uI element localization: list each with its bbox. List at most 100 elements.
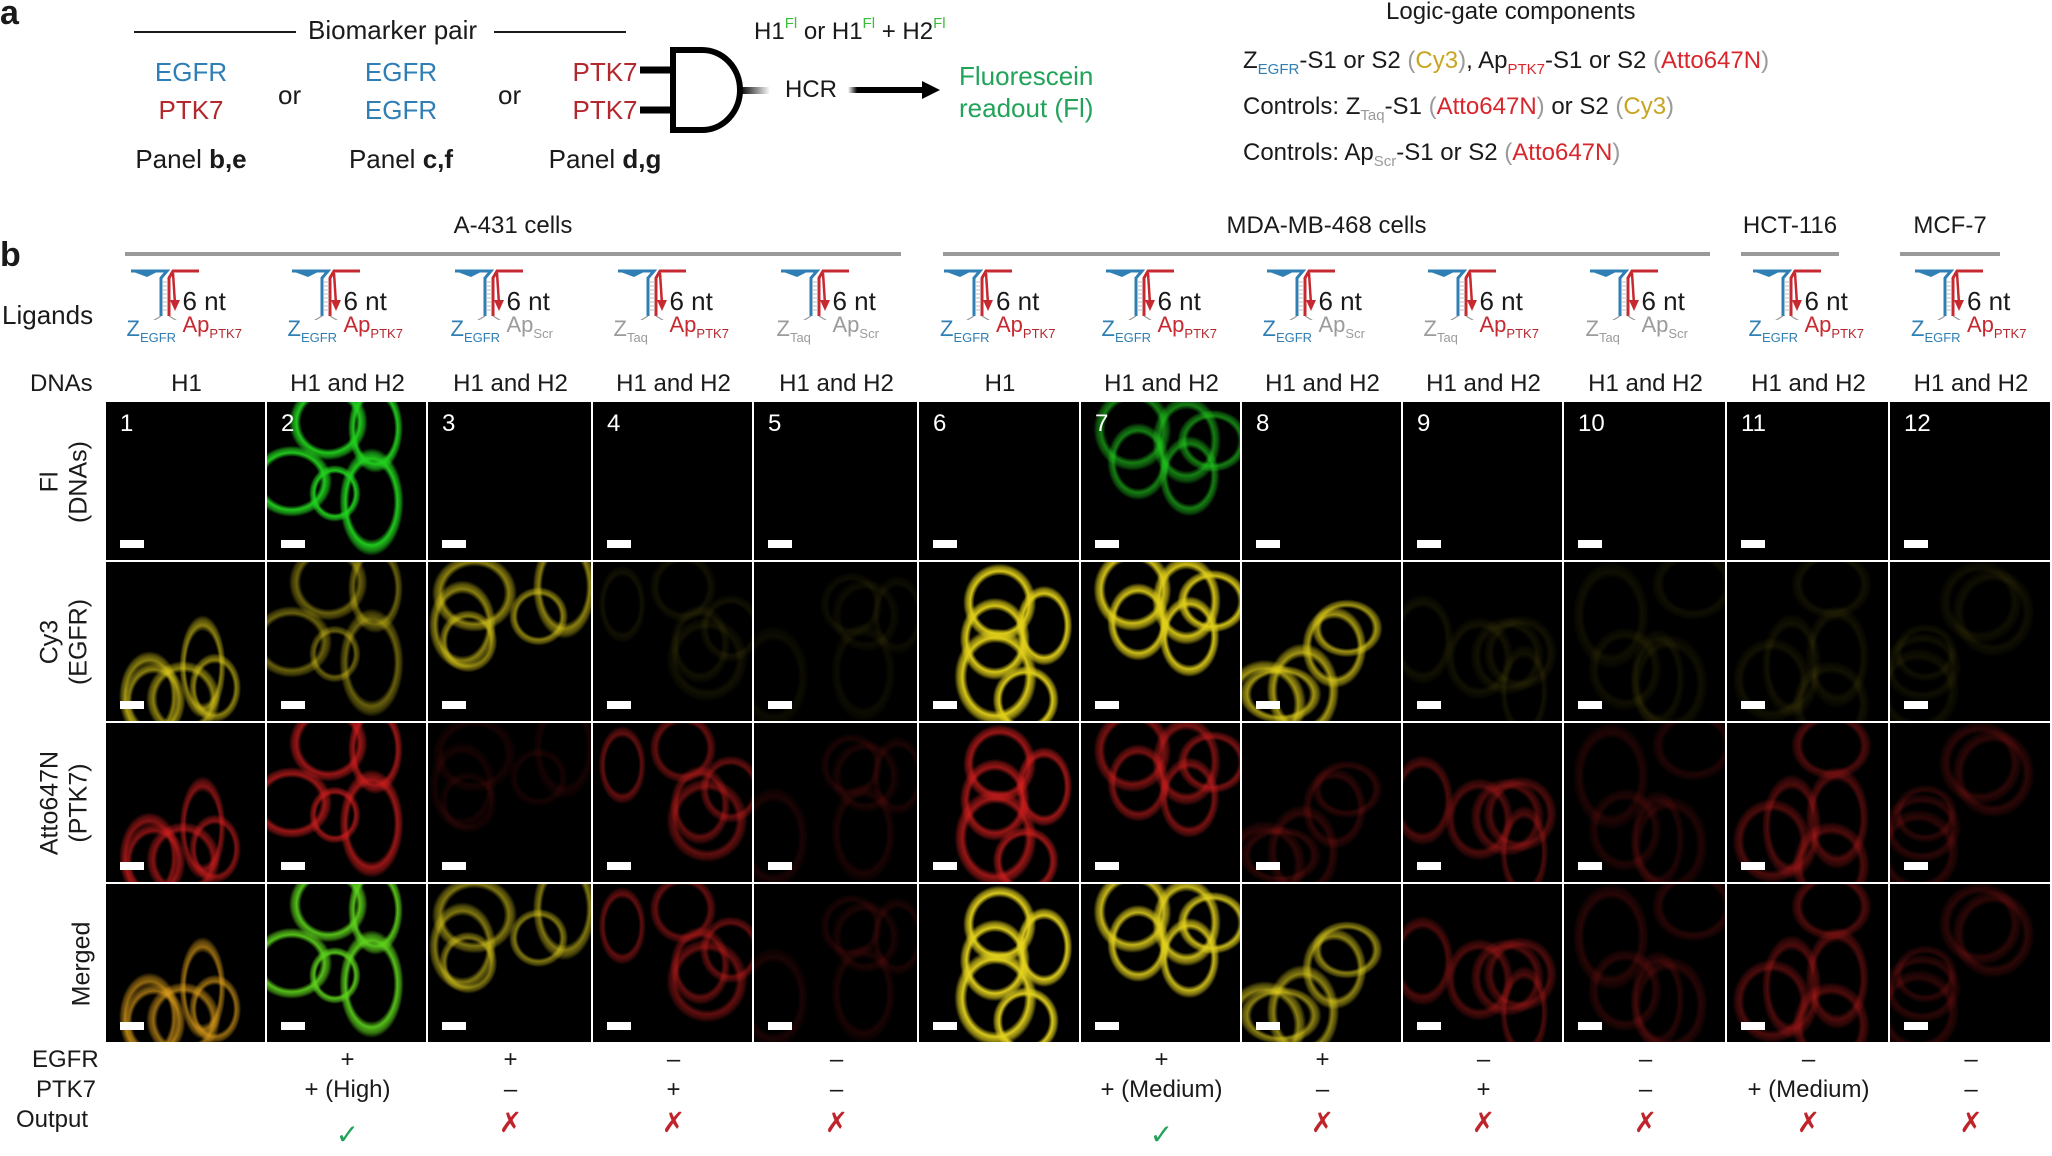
row-label-dnas: DNAs [30,370,93,397]
scale-bar [1256,862,1280,870]
cross-icon: ✗ [1471,1107,1496,1138]
ligand-construct: 6 nt ZTaq ApScr [1586,268,1716,348]
pair2-panel-ref: Panel c,f [348,144,454,174]
cross-icon: ✗ [1633,1107,1658,1138]
egfr-status: – [1638,1046,1653,1073]
pair2-top-marker: EGFR [364,57,438,87]
image-cy3-col-12 [1890,562,2050,721]
ligand-construct: 6 nt ZEGFR ApPTK7 [288,268,418,348]
cross-icon: ✗ [1796,1107,1821,1138]
ligand-dna-duplex-icon [944,269,1012,320]
ligand-dna-duplex-icon [1589,269,1658,320]
dna-hairpin-label: H1 and H2 [616,370,731,397]
image-column-number: 10 [1578,410,1605,437]
aptamer-ligand-label: ApScr [832,312,879,341]
biomarker-title-rule-right [494,31,626,33]
scale-bar [1578,540,1602,548]
image-atto-col-1 [106,723,265,882]
egfr-status: + [340,1046,355,1073]
ligand-construct: 6 nt ZTaq ApPTK7 [1424,268,1554,348]
component-line-1: ZEGFR-S1 or S2 (Cy3), ApPTK7-S1 or S2 (A… [1243,47,1770,78]
image-merged-col-11 [1727,884,1888,1042]
scale-bar [281,540,305,548]
ligand-dna-duplex-icon [1752,269,1821,320]
ligand-dna-duplex-icon [1915,269,1983,320]
scale-bar [1417,540,1441,548]
image-fl-col-3: 3 [428,402,591,560]
image-cy3-col-1 [106,562,265,721]
z-ligand-label: ZEGFR [1748,316,1799,345]
ptk7-status: – [1638,1076,1653,1103]
scale-bar [768,862,792,870]
scale-bar [120,862,144,870]
scale-bar [1741,1022,1765,1030]
readout-line2: readout (Fl) [959,93,1094,123]
hcr-label: HCR [785,76,837,103]
dna-hairpin-label: H1 and H2 [1426,370,1541,397]
row-label-fl: Fl (DNAs) [35,441,92,523]
image-column-number: 12 [1904,410,1931,437]
image-fl-col-5: 5 [754,402,917,560]
component-line-3: Controls: ApScr-S1 or S2 (Atto647N) [1243,139,1621,170]
scale-bar [1741,540,1765,548]
image-fl-col-9: 9 [1403,402,1562,560]
scale-bar [607,540,631,548]
image-atto-col-9 [1403,723,1562,882]
ligand-dna-duplex-icon [291,269,360,320]
ligand-construct: 6 nt ZEGFR ApScr [1263,268,1393,348]
egfr-status: – [1476,1046,1491,1073]
image-merged-col-5 [754,884,917,1042]
dna-hairpin-label: H1 and H2 [779,370,894,397]
row-label-merged: Merged [67,921,96,1007]
cross-icon: ✗ [1310,1107,1335,1138]
check-icon: ✓ [335,1119,360,1150]
egfr-status: + [503,1046,518,1073]
image-fl-col-7: 7 [1081,402,1240,560]
egfr-status: – [1964,1046,1978,1073]
spacer-length-label: 6 nt [669,286,713,316]
dna-hairpin-label: H1 and H2 [290,370,405,397]
image-cy3-col-8 [1242,562,1401,721]
image-cy3-col-10 [1564,562,1725,721]
scale-bar [1904,1022,1928,1030]
scale-bar [120,701,144,709]
cell-line-group-rule [1900,252,2000,256]
image-merged-col-10 [1564,884,1725,1042]
row-label-ptk7: PTK7 [36,1076,97,1103]
image-atto-col-8 [1242,723,1401,882]
ligand-construct: 6 nt ZEGFR ApPTK7 [1102,268,1232,348]
scale-bar [768,701,792,709]
pair3-bottom-marker: PTK7 [572,95,638,125]
scale-bar [281,862,305,870]
image-merged-col-8 [1242,884,1401,1042]
scale-bar [1578,1022,1602,1030]
scale-bar [1904,540,1928,548]
cell-line-group-title: A-431 cells [453,212,573,239]
cell-line-group-title: MDA-MB-468 cells [1226,212,1427,239]
scale-bar [607,1022,631,1030]
image-cy3-col-5 [754,562,917,721]
cross-icon: ✗ [498,1107,523,1138]
scale-bar [120,1022,144,1030]
ligand-dna-duplex-icon [1427,269,1496,320]
image-fl-col-11: 11 [1727,402,1888,560]
z-ligand-label: ZTaq [776,316,811,345]
dna-hairpin-label: H1 and H2 [1265,370,1380,397]
spacer-length-label: 6 nt [1641,286,1685,316]
check-icon: ✓ [1149,1119,1174,1150]
aptamer-ligand-label: ApPTK7 [182,312,242,341]
scale-bar [281,701,305,709]
ligand-dna-duplex-icon [454,269,523,320]
panel-b-label: b [0,236,21,274]
image-merged-col-9 [1403,884,1562,1042]
or-separator-2: or [498,80,522,110]
scale-bar [442,540,466,548]
aptamer-ligand-label: ApScr [1318,312,1365,341]
ligand-dna-duplex-icon [780,269,849,320]
ligand-dna-duplex-icon [617,269,686,320]
pair1-top-marker: EGFR [154,57,228,87]
image-cy3-col-11 [1727,562,1888,721]
spacer-length-label: 6 nt [343,286,387,316]
logic-gate-title: Logic-gate components [1386,0,1636,25]
z-ligand-label: ZTaq [1585,316,1620,345]
